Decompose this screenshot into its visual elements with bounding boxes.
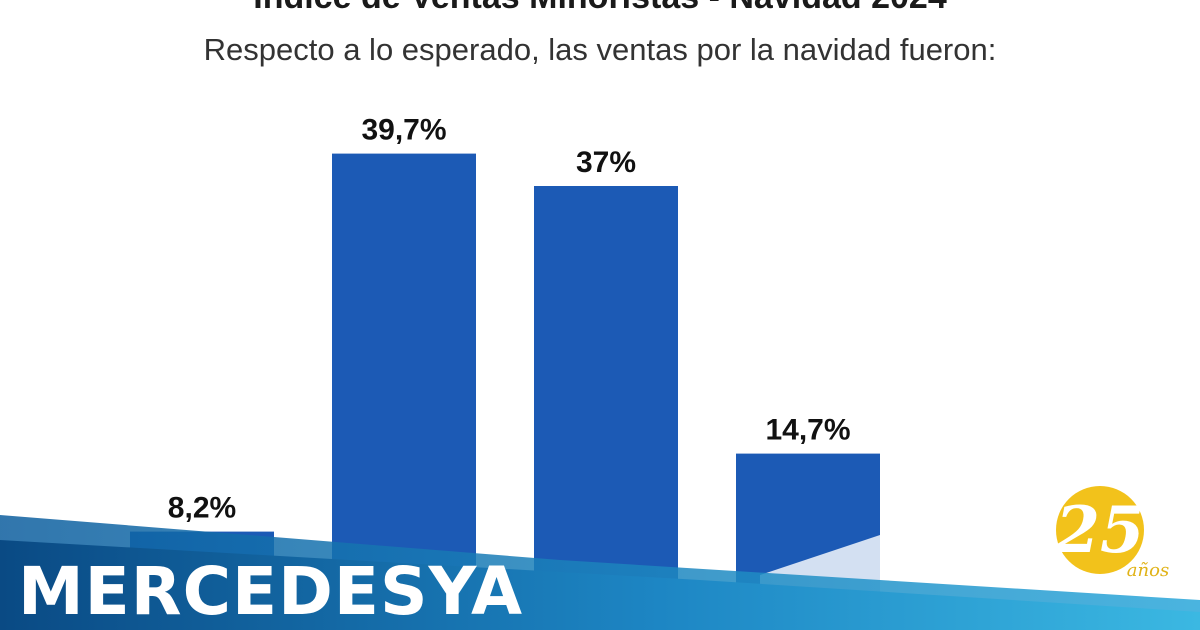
anniversary-text: años — [1127, 560, 1169, 581]
chart-subtitle: Respecto a lo esperado, las ventas por l… — [203, 32, 997, 67]
bar-3 — [534, 186, 678, 630]
bar-value-label-3: 37% — [576, 146, 636, 179]
band-front — [0, 540, 1200, 630]
anniversary-number: 25 — [1054, 493, 1144, 568]
bar-value-label-2: 39,7% — [361, 114, 446, 147]
anniversary-25-icon: 25 años — [1054, 486, 1169, 581]
bar-value-label-1: 8,2% — [168, 492, 236, 525]
chart-title: Índice de Ventas Minoristas - Navidad 20… — [0, 0, 1200, 17]
brand-band — [0, 515, 1200, 630]
bar-value-label-4: 14,7% — [765, 414, 850, 447]
labels-layer: 8,2% 39,7% 37% 14,7% — [168, 114, 851, 525]
brand-logo: MERCEDESYA — [18, 553, 524, 630]
